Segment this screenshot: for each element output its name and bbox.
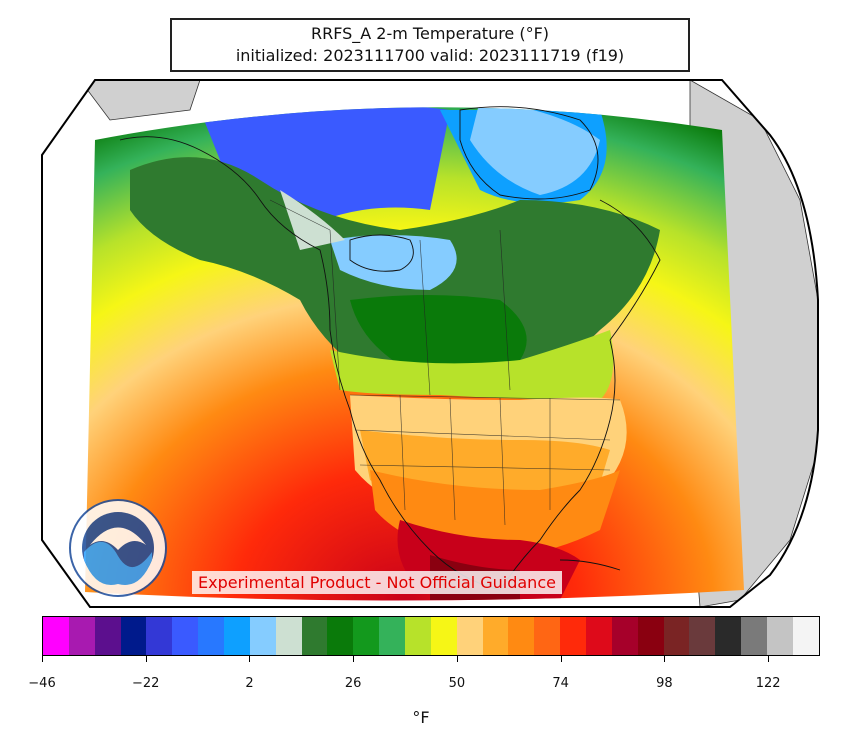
colorbar-segment bbox=[275, 617, 302, 655]
colorbar-tick bbox=[42, 656, 43, 662]
colorbar-tick bbox=[249, 656, 251, 662]
colorbar-tick bbox=[145, 656, 147, 662]
colorbar-segment bbox=[792, 617, 819, 655]
colorbar-tick-label: −46 bbox=[28, 676, 56, 691]
political-borders bbox=[269, 199, 621, 526]
colorbar-tick-label: 50 bbox=[448, 676, 466, 691]
colorbar-segment bbox=[379, 617, 406, 655]
colorbar-segment bbox=[172, 617, 199, 655]
map-svg bbox=[41, 79, 819, 608]
colorbar-segment bbox=[224, 617, 250, 655]
colorbar-segment bbox=[586, 617, 612, 655]
title-line-2: initialized: 2023111700 valid: 202311171… bbox=[235, 46, 625, 65]
colorbar-tick-label: 122 bbox=[755, 676, 781, 691]
colorbar-tick-label: −22 bbox=[132, 676, 160, 691]
colorbar-segment bbox=[508, 617, 535, 655]
colorbar-segment bbox=[405, 617, 431, 655]
colorbar-segment bbox=[767, 617, 793, 655]
temperature-field bbox=[85, 107, 744, 601]
outside-land-west bbox=[79, 80, 201, 121]
colorbar-tick bbox=[768, 656, 770, 662]
map-frame-content bbox=[79, 80, 818, 607]
colorbar-segment bbox=[249, 617, 276, 655]
colorbar-tick bbox=[664, 656, 666, 662]
title-box: RRFS_A 2-m Temperature (°F) initialized:… bbox=[170, 18, 690, 72]
colorbar-segment bbox=[94, 617, 121, 655]
colorbar-segment bbox=[611, 617, 638, 655]
colorbar-segment bbox=[68, 617, 95, 655]
colorbar-segment bbox=[534, 617, 561, 655]
colorbar-tick-label: 26 bbox=[344, 676, 362, 691]
colorbar-segment bbox=[353, 617, 380, 655]
colorbar-tick-label: 98 bbox=[656, 676, 673, 691]
colorbar-segment bbox=[456, 617, 483, 655]
colorbar-segment bbox=[560, 617, 587, 655]
colorbar-segment bbox=[301, 617, 328, 655]
colorbar-tick bbox=[560, 656, 562, 662]
colorbar-segment bbox=[689, 617, 716, 655]
title-line-1: RRFS_A 2-m Temperature (°F) bbox=[310, 24, 550, 43]
colorbar bbox=[42, 616, 820, 656]
colorbar-segment bbox=[198, 617, 225, 655]
coastlines bbox=[119, 106, 661, 591]
colorbar-segment bbox=[43, 617, 69, 655]
colorbar-segment bbox=[120, 617, 147, 655]
colorbar-tick-label: 74 bbox=[552, 676, 569, 691]
colorbar-tick bbox=[353, 656, 355, 662]
temperature-map bbox=[41, 79, 819, 608]
colorbar-segment bbox=[741, 617, 768, 655]
disclaimer-label: Experimental Product - Not Official Guid… bbox=[192, 571, 562, 594]
colorbar-unit-label: °F bbox=[412, 708, 430, 727]
colorbar-segment bbox=[482, 617, 509, 655]
colorbar-tick bbox=[456, 656, 458, 662]
colorbar-segment bbox=[146, 617, 173, 655]
colorbar-segment bbox=[715, 617, 742, 655]
colorbar-segment bbox=[663, 617, 690, 655]
colorbar-segment bbox=[327, 617, 354, 655]
noaa-logo bbox=[69, 499, 167, 597]
colorbar-segment bbox=[430, 617, 457, 655]
map-frame bbox=[41, 79, 819, 608]
colorbar-tick-label: 2 bbox=[245, 676, 254, 691]
colorbar-segment bbox=[637, 617, 664, 655]
